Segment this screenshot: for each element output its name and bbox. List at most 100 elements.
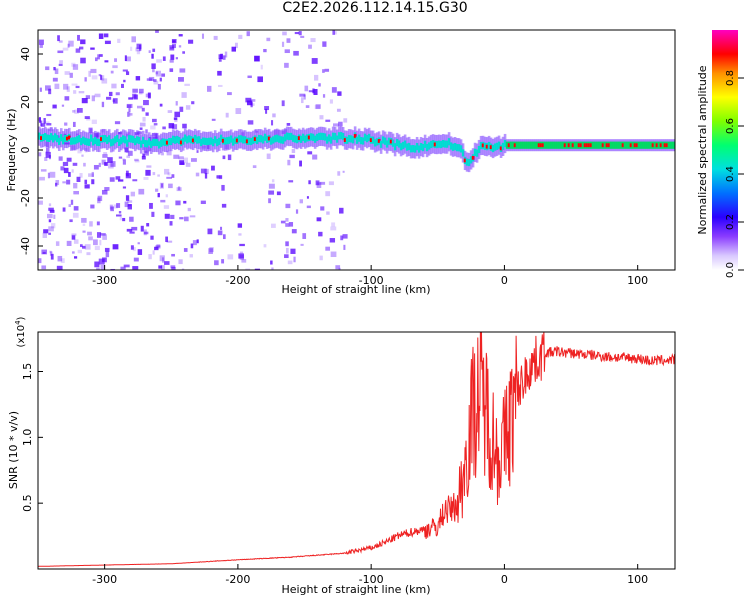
noise-speckle xyxy=(221,203,227,208)
noise-speckle xyxy=(171,43,177,49)
ridge-core xyxy=(111,138,115,146)
noise-speckle xyxy=(63,167,69,174)
noise-speckle xyxy=(68,204,71,208)
noise-speckle xyxy=(340,235,344,241)
noise-speckle xyxy=(227,254,234,260)
noise-speckle xyxy=(115,176,121,180)
ridge-peak xyxy=(307,135,311,140)
noise-speckle xyxy=(171,174,175,178)
noise-speckle xyxy=(187,207,191,212)
noise-speckle xyxy=(337,91,342,96)
noise-speckle xyxy=(152,172,156,176)
ridge-core xyxy=(559,141,563,149)
noise-speckle xyxy=(49,209,55,213)
ridge-core xyxy=(225,137,229,145)
noise-speckle xyxy=(71,62,76,67)
noise-speckle xyxy=(46,113,52,117)
ridge-core xyxy=(213,136,217,144)
noise-speckle xyxy=(57,50,64,54)
noise-speckle xyxy=(270,260,273,265)
ridge-core xyxy=(457,144,461,152)
ridge-core xyxy=(249,137,253,146)
ridge-core xyxy=(133,137,137,146)
noise-speckle xyxy=(338,121,343,127)
noise-speckle xyxy=(315,104,321,109)
noise-speckle xyxy=(238,253,244,259)
ridge-peak xyxy=(663,143,667,148)
ridge-core xyxy=(323,133,327,141)
ridge-core xyxy=(219,134,223,142)
ridge-peak xyxy=(245,139,249,144)
noise-speckle xyxy=(124,201,129,208)
noise-speckle xyxy=(338,267,341,270)
noise-speckle xyxy=(118,156,123,159)
ridge-core xyxy=(105,136,109,144)
ridge-core xyxy=(511,141,515,149)
ridge-core xyxy=(229,135,233,143)
ridge-peak xyxy=(587,143,591,148)
noise-speckle xyxy=(39,87,42,92)
noise-speckle xyxy=(127,150,133,156)
noise-speckle xyxy=(166,176,172,179)
noise-speckle xyxy=(133,257,139,262)
noise-speckle xyxy=(148,50,151,53)
noise-speckle xyxy=(191,101,195,105)
ridge-core xyxy=(237,135,241,143)
ridge-core xyxy=(57,137,61,145)
noise-speckle xyxy=(218,58,222,62)
noise-speckle xyxy=(227,92,232,96)
noise-speckle xyxy=(66,179,71,185)
ridge-core xyxy=(95,138,99,146)
noise-speckle xyxy=(161,257,165,263)
noise-speckle xyxy=(302,233,307,239)
ridge-core xyxy=(339,132,343,140)
ridge-core xyxy=(405,143,409,151)
noise-speckle xyxy=(104,60,109,63)
snr-y-label: SNR (10 * v/v) xyxy=(7,411,20,489)
noise-speckle xyxy=(151,63,156,70)
ridge-core xyxy=(637,141,641,149)
noise-speckle xyxy=(82,245,86,249)
x-tick-label: -300 xyxy=(92,573,117,586)
noise-speckle xyxy=(190,243,194,249)
ridge-peak xyxy=(651,143,655,148)
ridge-core xyxy=(453,142,457,151)
ridge-peak xyxy=(377,139,381,143)
ridge-core xyxy=(643,141,647,149)
noise-speckle xyxy=(166,240,173,243)
ridge-core xyxy=(217,137,221,145)
noise-speckle xyxy=(158,265,163,269)
noise-speckle xyxy=(179,160,185,165)
ridge-core xyxy=(581,141,585,149)
ridge-core xyxy=(419,142,423,151)
noise-speckle xyxy=(84,116,90,120)
ridge-peak xyxy=(191,138,195,143)
noise-speckle xyxy=(175,200,181,206)
noise-speckle xyxy=(169,221,173,226)
ridge-core xyxy=(399,143,403,151)
noise-speckle xyxy=(38,118,41,121)
noise-speckle xyxy=(87,231,92,236)
noise-speckle xyxy=(308,180,311,185)
noise-speckle xyxy=(73,182,78,189)
y-tick-label: 0.5 xyxy=(21,494,34,512)
ridge-core xyxy=(427,142,431,150)
noise-speckle xyxy=(159,103,163,107)
noise-speckle xyxy=(38,152,42,157)
ridge-core xyxy=(143,139,147,148)
noise-speckle xyxy=(83,162,86,167)
noise-speckle xyxy=(108,91,113,97)
noise-speckle xyxy=(91,171,94,177)
ridge-core xyxy=(477,145,481,154)
ridge-core xyxy=(153,138,157,146)
noise-speckle xyxy=(125,71,130,76)
ridge-peak xyxy=(433,142,437,147)
noise-speckle xyxy=(115,92,120,96)
ridge-core xyxy=(279,136,283,144)
noise-speckle xyxy=(104,187,110,191)
noise-speckle xyxy=(39,176,45,181)
ridge-core xyxy=(493,143,497,151)
ridge-core xyxy=(305,134,309,142)
ridge-core xyxy=(573,141,577,149)
